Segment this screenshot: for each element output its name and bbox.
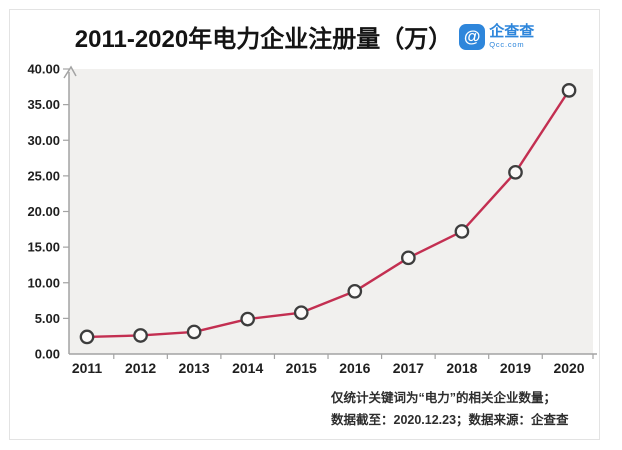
x-tick-label-2013: 2013: [179, 360, 210, 376]
data-point-2014: [240, 311, 256, 327]
qichacha-logo-icon: @: [459, 23, 486, 50]
y-tick-label: 5.00: [35, 311, 60, 326]
footnote-source: 数据截至：2020.12.23；数据来源：企查查: [331, 413, 569, 427]
x-tick-label-2011: 2011: [72, 360, 103, 376]
chart-card: 2011-2020年电力企业注册量（万） @ 企查查 Qcc.com 0.00 5…: [9, 9, 600, 440]
chart-title: 2011-2020年电力企业注册量（万）: [74, 26, 453, 53]
y-tick-label: 0.00: [35, 347, 60, 362]
data-point-2015: [293, 305, 309, 321]
x-tick-label-2016: 2016: [339, 360, 370, 376]
y-tick-label: 40.00: [27, 62, 60, 77]
y-tick-label: 25.00: [27, 168, 60, 183]
x-tick-label-2017: 2017: [393, 360, 424, 376]
y-tick-label: 10.00: [27, 275, 60, 290]
footnote-scope: 仅统计关键词为“电力”的相关企业数量；: [331, 391, 557, 405]
chart-header: 2011-2020年电力企业注册量（万） @ 企查查 Qcc.com: [10, 19, 599, 54]
data-point-2018: [454, 224, 470, 239]
y-axis-arrow-icon: [63, 65, 77, 79]
y-tick-label: 15.00: [27, 240, 60, 255]
data-point-2020: [561, 83, 577, 98]
y-tick-label: 20.00: [27, 204, 60, 219]
qichacha-logo: @ 企查查 Qcc.com: [459, 23, 534, 50]
x-tick-label-2015: 2015: [286, 360, 317, 376]
x-tick-label-2019: 2019: [500, 360, 531, 376]
y-tick-label: 30.00: [27, 133, 60, 148]
registrations-line-chart: 0.00 5.00 10.00 15.00 20.00 25.00 30.00 35.00 40…: [27, 62, 597, 376]
data-point-2013: [186, 324, 202, 340]
data-point-2016: [347, 283, 363, 299]
x-tick-label-2012: 2012: [125, 360, 156, 376]
data-point-2017: [401, 250, 416, 266]
data-point-2012: [133, 328, 148, 343]
x-tick-label-2020: 2020: [553, 360, 584, 376]
qichacha-logo-text: 企查查 Qcc.com: [489, 24, 534, 49]
y-tick-label: 35.00: [27, 97, 60, 112]
x-tick-label-2014: 2014: [232, 360, 263, 376]
trend-line: [86, 89, 571, 339]
x-tick-label-2018: 2018: [446, 360, 477, 376]
plot-area: [69, 69, 593, 354]
data-point-2019: [508, 164, 523, 180]
footnotes: 仅统计关键词为“电力”的相关企业数量； 数据截至：2020.12.23；数据来源…: [331, 387, 569, 431]
logo-brand-name: 企查查: [489, 23, 535, 41]
data-point-2011: [79, 329, 95, 345]
logo-domain: Qcc.com: [489, 40, 525, 50]
